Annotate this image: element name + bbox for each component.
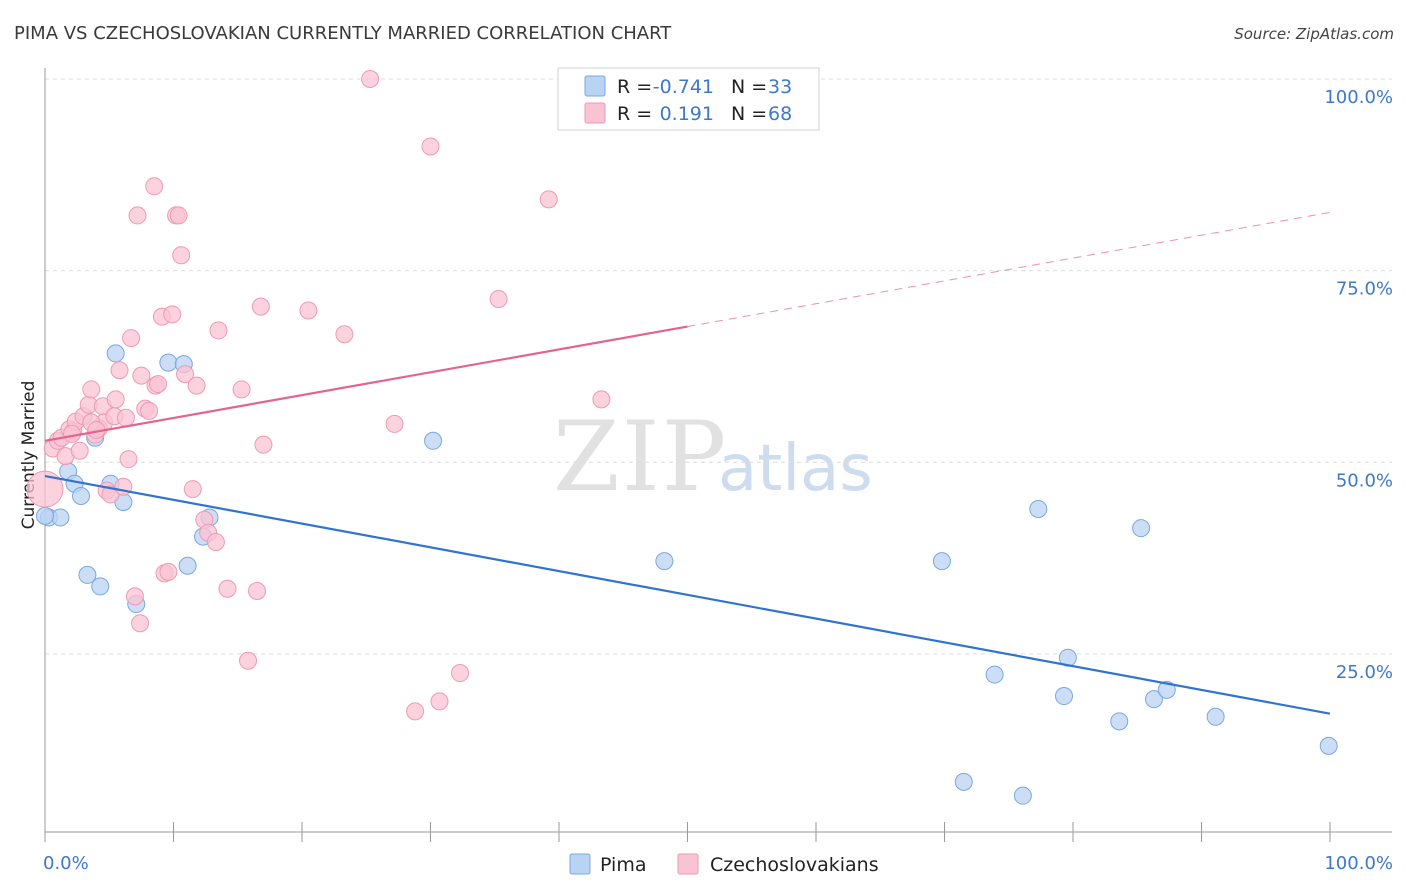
y-tick-labels: 25.0% 50.0% 75.0% 100.0% xyxy=(1324,87,1393,683)
czech-point-11 xyxy=(82,380,101,399)
watermark-zip: ZIP xyxy=(553,401,728,513)
y-tick-label-50: 50.0% xyxy=(1336,470,1393,491)
czech-point-48 xyxy=(218,579,237,598)
czech-point-20 xyxy=(110,361,129,380)
czech-point-28 xyxy=(132,366,151,385)
legend-swatch-pima[interactable] xyxy=(569,853,591,875)
stats-n-value-pima: 33 xyxy=(768,76,792,98)
czech-point-46 xyxy=(206,532,225,551)
gridlines xyxy=(45,78,1392,655)
stats-legend-swatch-czech xyxy=(584,102,606,124)
y-tick-label-100: 100.0% xyxy=(1324,87,1393,108)
czech-point-30 xyxy=(140,401,159,420)
czech-point-27 xyxy=(131,614,150,633)
stats-r-label-czech: R = xyxy=(617,103,652,125)
x-tick-label-max: 100.0% xyxy=(1324,853,1393,874)
czech-point-33 xyxy=(149,375,168,394)
czech-point-43 xyxy=(187,376,206,395)
legend-label-czech[interactable]: Czechoslovakians xyxy=(710,854,879,876)
stats-legend-swatch-pima xyxy=(584,75,606,97)
pima-point-32 xyxy=(36,506,54,525)
czech-point-26 xyxy=(128,206,147,225)
czech-point-56 xyxy=(361,70,380,88)
czech-point-31 xyxy=(145,177,164,196)
pima-point-1 xyxy=(51,508,70,527)
stats-n-label-czech: N = xyxy=(731,103,767,125)
series-legend: Pima Czechoslovakians xyxy=(569,853,879,876)
czech-trend-extension xyxy=(687,211,1331,328)
czech-point-62 xyxy=(489,289,508,308)
czech-point-60 xyxy=(430,692,449,711)
stats-n-label-pima: N = xyxy=(731,76,767,98)
trend-lines xyxy=(44,211,1331,715)
chart-title: PIMA VS CZECHOSLOVAKIAN CURRENTLY MARRIE… xyxy=(14,23,672,44)
czech-point-0 xyxy=(26,470,64,508)
data-points xyxy=(26,70,1338,805)
y-axis-label: Currently Married xyxy=(19,381,39,530)
pima-point-23 xyxy=(1029,500,1048,519)
y-tick-label-25: 25.0% xyxy=(1336,662,1393,683)
czech-point-19 xyxy=(106,390,125,409)
pima-point-18 xyxy=(655,552,674,571)
stats-r-label-pima: R = xyxy=(617,76,652,98)
czech-point-25 xyxy=(125,587,144,606)
stats-legend: R = -0.741 N = 33 R = 0.191 N = 68 xyxy=(557,67,820,131)
czech-point-61 xyxy=(451,664,470,683)
czech-point-52 xyxy=(251,297,270,316)
czech-point-36 xyxy=(159,562,178,581)
pima-point-17 xyxy=(424,431,443,450)
czech-point-42 xyxy=(183,480,202,499)
czech-point-51 xyxy=(248,582,267,601)
czech-point-57 xyxy=(385,414,404,433)
czech-point-55 xyxy=(335,325,354,344)
czech-point-22 xyxy=(116,408,135,427)
czech-point-23 xyxy=(119,450,138,469)
czech-point-53 xyxy=(254,435,273,454)
czech-point-64 xyxy=(592,390,611,409)
pima-point-20 xyxy=(954,772,973,791)
pima-trend-line xyxy=(44,474,1331,715)
pima-point-31 xyxy=(1319,736,1338,755)
czech-trend-line xyxy=(44,325,688,442)
stats-r-value-czech: 0.191 xyxy=(660,103,714,125)
x-tick-label-min: 0.0% xyxy=(43,853,89,874)
czech-point-49 xyxy=(232,380,251,399)
legend-label-pima[interactable]: Pima xyxy=(600,854,646,876)
pima-point-14 xyxy=(178,556,197,575)
pima-point-30 xyxy=(1206,707,1225,726)
pima-point-21 xyxy=(985,665,1004,684)
czech-point-8 xyxy=(70,441,89,460)
pima-point-5 xyxy=(78,565,97,584)
czech-point-58 xyxy=(406,702,425,721)
pima-point-4 xyxy=(71,486,90,505)
y-tick-label-75: 75.0% xyxy=(1336,279,1393,300)
pima-point-24 xyxy=(1055,687,1074,706)
czech-point-47 xyxy=(209,321,228,340)
pima-point-19 xyxy=(932,552,951,571)
pima-point-8 xyxy=(106,344,125,363)
pima-point-12 xyxy=(159,353,178,372)
czech-point-50 xyxy=(239,651,258,670)
x-ticks xyxy=(44,822,1331,842)
pima-point-28 xyxy=(1144,690,1163,709)
czech-point-41 xyxy=(176,365,195,384)
pima-point-22 xyxy=(1013,786,1032,805)
stats-n-value-czech: 68 xyxy=(768,103,792,125)
watermark-atlas: atlas xyxy=(718,432,873,506)
pima-point-29 xyxy=(1157,680,1176,699)
legend-swatch-czech[interactable] xyxy=(677,853,699,875)
czech-point-39 xyxy=(169,206,188,225)
pima-point-27 xyxy=(1132,519,1151,538)
czech-point-40 xyxy=(172,246,191,265)
czech-point-37 xyxy=(163,305,182,324)
pima-point-6 xyxy=(91,577,110,596)
chart-source: Source: ZipAtlas.com xyxy=(1234,25,1394,43)
czech-point-59 xyxy=(421,137,440,156)
czech-point-63 xyxy=(539,190,558,209)
pima-point-26 xyxy=(1110,712,1129,731)
czech-point-54 xyxy=(299,301,318,320)
czech-point-24 xyxy=(122,329,141,348)
stats-r-value-pima: -0.741 xyxy=(653,76,714,98)
